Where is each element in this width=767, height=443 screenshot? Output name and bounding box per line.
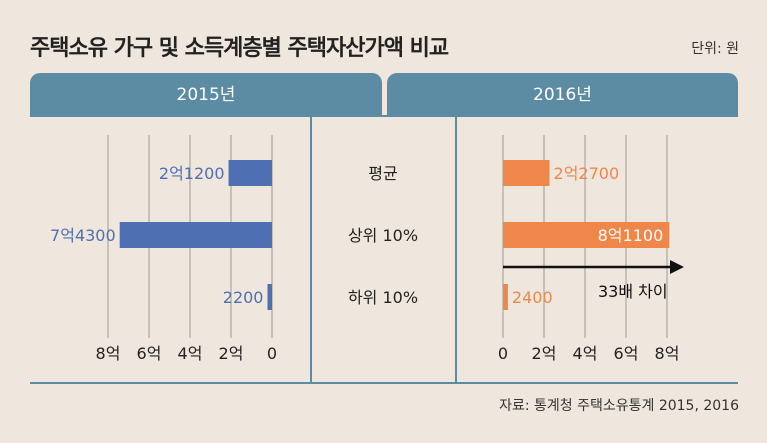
category-label: 상위 10% bbox=[348, 226, 418, 245]
tick-label: 2억 bbox=[219, 344, 244, 363]
data-label: 2억2700 bbox=[554, 164, 620, 183]
bar-2016년-1 bbox=[503, 222, 670, 248]
data-label: 7억4300 bbox=[50, 226, 116, 245]
bar-2016년-2 bbox=[503, 284, 508, 310]
tick-label: 4억 bbox=[573, 344, 598, 363]
tick-label: 2억 bbox=[532, 344, 557, 363]
data-label: 2억1200 bbox=[159, 164, 225, 183]
data-label: 2400 bbox=[512, 288, 553, 307]
annotation-arrow-head bbox=[670, 260, 684, 274]
annotation-text: 33배 차이 bbox=[598, 282, 668, 301]
tick-label: 6억 bbox=[614, 344, 639, 363]
tick-label: 0 bbox=[267, 344, 277, 363]
divider-left bbox=[310, 117, 312, 382]
bar-2015년-2 bbox=[267, 284, 272, 310]
divider-right bbox=[455, 117, 457, 382]
tick-label: 0 bbox=[498, 344, 508, 363]
bar-2015년-1 bbox=[119, 222, 272, 248]
source-note: 자료: 통계청 주택소유통계 2015, 2016 bbox=[499, 398, 739, 414]
year-header-2015: 2015년 bbox=[30, 73, 382, 117]
unit-label: 단위: 원 bbox=[691, 41, 739, 57]
chart-title: 주택소유 가구 및 소득계층별 주택자산가액 비교 bbox=[30, 36, 449, 61]
tick-label: 4억 bbox=[178, 344, 203, 363]
tick-label: 6억 bbox=[137, 344, 162, 363]
bottom-rule bbox=[30, 382, 738, 384]
year-header-2016: 2016년 bbox=[387, 73, 738, 117]
category-label: 하위 10% bbox=[348, 288, 418, 307]
category-label: 평균 bbox=[368, 164, 397, 183]
bar-2015년-0 bbox=[228, 160, 272, 186]
data-label: 2200 bbox=[223, 288, 264, 307]
header-rule bbox=[30, 115, 738, 117]
data-label: 8억1100 bbox=[598, 226, 664, 245]
tick-label: 8억 bbox=[655, 344, 680, 363]
tick-label: 8억 bbox=[96, 344, 121, 363]
bar-2016년-0 bbox=[503, 160, 550, 186]
